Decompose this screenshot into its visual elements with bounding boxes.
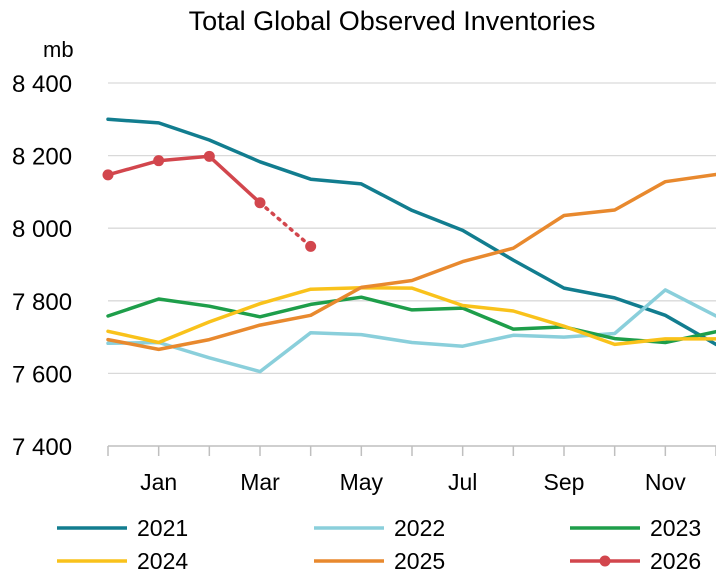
x-axis-ticks: Jan Mar May Jul Sep Nov [140, 469, 686, 495]
series-line-2022 [106, 288, 716, 374]
y-axis-unit-label: mb [43, 37, 74, 62]
data-point-2026 [305, 240, 317, 252]
legend-item-2026: 2026 [570, 548, 701, 574]
x-tick-label: Jul [448, 469, 477, 495]
x-tick-label: Jan [140, 469, 177, 495]
y-tick-label: 7 800 [12, 289, 72, 316]
series-line-2023 [106, 295, 716, 345]
x-tick-label: Mar [240, 469, 280, 495]
y-tick-label: 8 400 [12, 71, 72, 98]
legend: 2021 2022 2023 2024 2025 2026 [57, 515, 701, 574]
series-line-2025 [106, 172, 716, 352]
grid-lines [108, 82, 716, 375]
x-axis [107, 445, 716, 456]
y-tick-label: 8 200 [12, 144, 72, 171]
legend-item-2021: 2021 [57, 515, 188, 541]
x-tick-label: Sep [544, 469, 585, 495]
x-tick-label: May [340, 469, 384, 495]
legend-label: 2021 [137, 515, 188, 541]
data-point-2026 [203, 150, 215, 162]
legend-item-2025: 2025 [314, 548, 445, 574]
y-tick-label: 7 400 [12, 434, 72, 461]
chart-title: Total Global Observed Inventories [189, 6, 596, 36]
legend-item-2023: 2023 [570, 515, 701, 541]
y-tick-label: 8 000 [12, 216, 72, 243]
legend-label: 2023 [650, 515, 701, 541]
series-line-2021 [106, 117, 716, 347]
legend-marker [599, 555, 611, 567]
plot-area [102, 117, 716, 374]
series-projection-2026 [258, 201, 313, 249]
legend-label: 2025 [394, 548, 445, 574]
y-tick-label: 7 600 [12, 361, 72, 388]
legend-label: 2022 [394, 515, 445, 541]
series-line-2026 [106, 154, 262, 205]
data-point-2026 [254, 197, 266, 209]
series-line-2024 [106, 285, 716, 347]
data-point-2026 [153, 155, 165, 167]
y-axis-ticks: 7 400 7 600 7 800 8 000 8 200 8 400 [12, 71, 72, 461]
legend-label: 2024 [137, 548, 188, 574]
x-tick-label: Nov [645, 469, 686, 495]
legend-item-2022: 2022 [314, 515, 445, 541]
legend-label: 2026 [650, 548, 701, 574]
data-point-2026 [102, 169, 114, 181]
legend-item-2024: 2024 [57, 548, 188, 574]
